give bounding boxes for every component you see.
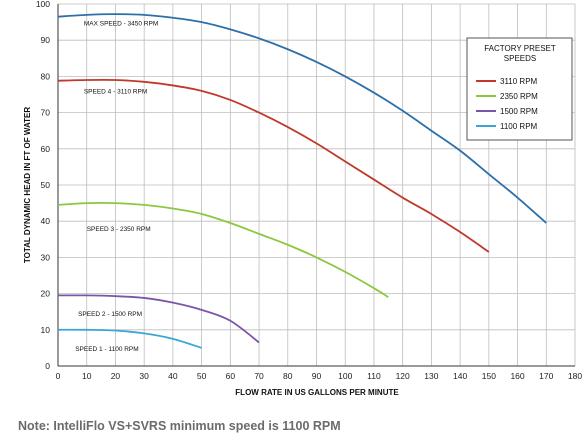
- x-tick-label: 60: [226, 371, 236, 381]
- legend-entry: 2350 RPM: [500, 92, 538, 101]
- x-tick-label: 70: [254, 371, 264, 381]
- plot-frame: [57, 4, 575, 367]
- series-line-2: [57, 201, 389, 298]
- y-tick-label: 100: [36, 0, 50, 9]
- x-tick-label: 130: [424, 371, 438, 381]
- x-tick-label: 140: [453, 371, 467, 381]
- curve-annotation: SPEED 3 - 2350 RPM: [87, 226, 151, 233]
- legend-box: [466, 37, 573, 141]
- x-tick-label: 120: [396, 371, 410, 381]
- y-tick-label: 40: [41, 216, 51, 226]
- series-line-0: [57, 13, 547, 224]
- x-tick-label: 170: [539, 371, 553, 381]
- y-tick-label: 80: [41, 71, 51, 81]
- y-tick-label: 70: [41, 108, 51, 118]
- series-line-4: [57, 328, 202, 349]
- series-lines: [57, 13, 547, 349]
- y-axis-title: TOTAL DYNAMIC HEAD IN FT OF WATER: [23, 107, 32, 264]
- x-tick-label: 100: [338, 371, 352, 381]
- legend-entry: 3110 RPM: [500, 77, 538, 86]
- legend-title: FACTORY PRESET SPEEDS: [484, 44, 556, 63]
- y-tick-label: 20: [41, 289, 51, 299]
- x-axis-title: FLOW RATE IN US GALLONS PER MINUTE: [235, 388, 399, 397]
- legend-title-line: SPEEDS: [504, 54, 536, 63]
- x-tick-label: 40: [168, 371, 178, 381]
- y-tick-label: 90: [41, 35, 51, 45]
- series-line-3: [57, 294, 260, 344]
- y-tick-label: 30: [41, 252, 51, 262]
- y-tick-label: 10: [41, 325, 51, 335]
- y-tick-label: 50: [41, 180, 51, 190]
- x-tick-label: 90: [312, 371, 322, 381]
- curve-annotation: MAX SPEED - 3450 RPM: [84, 21, 158, 28]
- x-tick-label: 160: [510, 371, 524, 381]
- curve-annotations: MAX SPEED - 3450 RPM SPEED 4 - 3110 RPM SP…: [75, 21, 158, 353]
- curve-annotation: SPEED 2 - 1500 RPM: [78, 311, 142, 318]
- legend: FACTORY PRESET SPEEDS 3110 RPM 2350 RPM 150…: [466, 37, 573, 141]
- legend-entry: 1500 RPM: [500, 107, 538, 116]
- x-tick-label: 20: [111, 371, 121, 381]
- x-tick-label: 110: [367, 371, 381, 381]
- x-tick-label: 80: [283, 371, 293, 381]
- tick-labels: 0 10 20 30 40 50 60 70 80 90 100 110 120 130 140 150 160…: [36, 0, 583, 381]
- x-tick-label: 0: [56, 371, 61, 381]
- x-tick-label: 50: [197, 371, 207, 381]
- x-tick-label: 180: [568, 371, 582, 381]
- y-tick-label: 0: [45, 361, 50, 371]
- x-tick-label: 10: [82, 371, 92, 381]
- legend-title-line: FACTORY PRESET: [484, 44, 556, 53]
- x-tick-label: 30: [139, 371, 149, 381]
- x-tick-label: 150: [482, 371, 496, 381]
- curve-annotation: SPEED 4 - 3110 RPM: [84, 88, 147, 95]
- curve-annotation: SPEED 1 - 1100 RPM: [75, 346, 138, 353]
- footnote: Note: IntelliFlo VS+SVRS minimum speed i…: [18, 419, 341, 433]
- y-tick-label: 60: [41, 144, 51, 154]
- legend-entry: 1100 RPM: [500, 122, 538, 131]
- series-line-1: [57, 78, 490, 253]
